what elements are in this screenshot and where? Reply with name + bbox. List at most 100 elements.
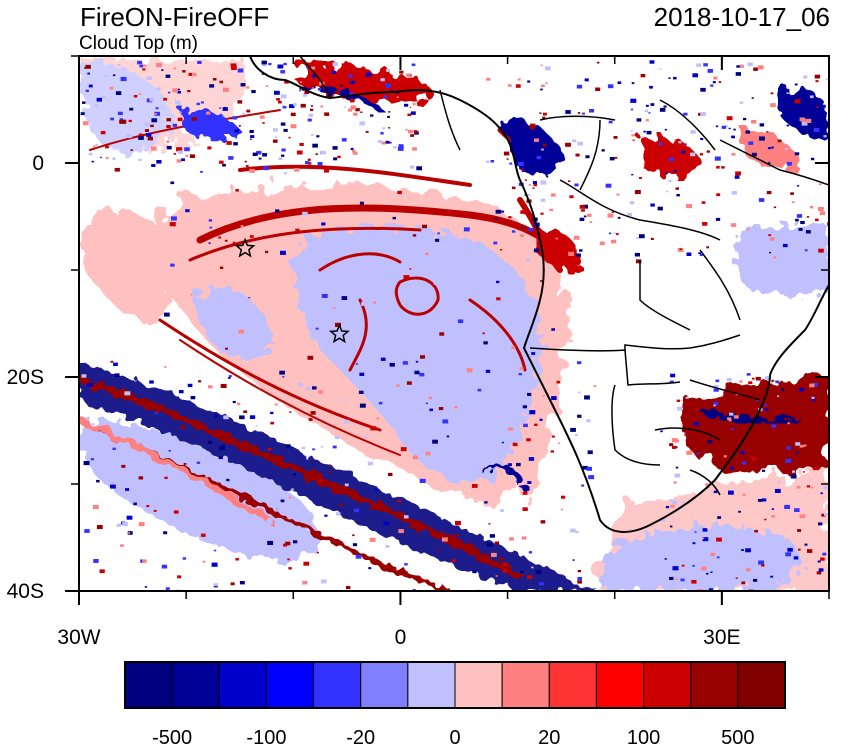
speckle [817, 560, 821, 563]
speckle [794, 152, 800, 156]
speckle [429, 408, 433, 412]
speckle [182, 557, 187, 560]
speckle [144, 122, 150, 126]
speckle [702, 537, 705, 540]
speckle [518, 161, 524, 166]
speckle [221, 444, 224, 447]
speckle [456, 233, 459, 236]
speckle [540, 198, 546, 202]
speckle [694, 531, 697, 533]
speckle [758, 198, 765, 202]
speckle [146, 76, 152, 80]
speckle [581, 484, 585, 487]
speckle [650, 103, 655, 106]
speckle [753, 67, 758, 71]
speckle [693, 422, 699, 426]
speckle [373, 301, 376, 304]
speckle [527, 575, 533, 579]
speckle [117, 64, 121, 66]
speckle [387, 115, 390, 118]
speckle [673, 170, 677, 173]
speckle [378, 140, 383, 144]
speckle [321, 222, 326, 226]
speckle [533, 183, 538, 187]
speckle [801, 121, 808, 126]
x-tick-label: 0 [395, 626, 407, 649]
speckle [702, 528, 708, 532]
speckle [301, 88, 305, 91]
speckle [765, 376, 771, 380]
speckle [438, 407, 444, 411]
speckle [156, 160, 162, 164]
speckle [200, 170, 203, 173]
speckle [252, 152, 258, 156]
speckle [360, 111, 363, 113]
speckle [380, 132, 384, 135]
speckle [224, 130, 230, 134]
speckle [764, 404, 768, 407]
speckle [130, 149, 133, 151]
speckle [717, 516, 722, 519]
speckle [142, 559, 147, 563]
speckle [459, 397, 465, 402]
speckle [517, 78, 521, 81]
speckle [282, 105, 287, 109]
speckle [200, 533, 206, 537]
speckle [339, 504, 343, 507]
speckle [706, 572, 709, 575]
speckle [684, 143, 687, 145]
speckle [385, 83, 392, 88]
speckle [787, 422, 791, 425]
speckle [527, 194, 531, 196]
speckle [316, 551, 319, 554]
speckle [542, 395, 545, 397]
speckle [278, 100, 282, 104]
speckle [222, 163, 226, 167]
speckle [627, 212, 633, 217]
speckle [290, 124, 297, 129]
speckle [713, 388, 719, 392]
x-axis: 30W 0 30E [57, 56, 830, 649]
speckle [824, 512, 829, 516]
speckle [147, 444, 152, 448]
speckle [116, 523, 121, 527]
speckle [558, 442, 561, 444]
speckle [509, 162, 513, 165]
colorbar-label: 0 [449, 727, 460, 747]
speckle [261, 73, 264, 75]
speckle [540, 88, 543, 91]
speckle [119, 119, 125, 124]
speckle [576, 253, 581, 257]
speckle [164, 476, 168, 479]
speckle [777, 481, 781, 484]
speckle [649, 85, 653, 89]
speckle [101, 95, 106, 99]
speckle [261, 60, 267, 65]
speckle [163, 531, 168, 535]
speckle [534, 138, 539, 142]
speckle [750, 456, 757, 461]
speckle [84, 67, 87, 69]
speckle [138, 158, 142, 161]
speckle [155, 107, 159, 110]
speckle [741, 461, 747, 465]
speckle [526, 438, 531, 442]
speckle [741, 581, 746, 585]
speckle [268, 311, 271, 314]
speckle [396, 401, 400, 404]
speckle [508, 216, 512, 219]
speckle [249, 235, 254, 238]
speckle [780, 388, 785, 391]
speckle [755, 376, 761, 381]
speckle [367, 84, 371, 87]
speckle [206, 111, 211, 115]
speckle [297, 383, 303, 387]
speckle [761, 469, 765, 472]
speckle [549, 208, 553, 212]
speckle [408, 129, 413, 134]
speckle [208, 242, 211, 244]
plot-subtitle: Cloud Top (m) [79, 33, 198, 54]
speckle [797, 529, 802, 532]
speckle [751, 377, 755, 380]
speckle [354, 508, 360, 513]
